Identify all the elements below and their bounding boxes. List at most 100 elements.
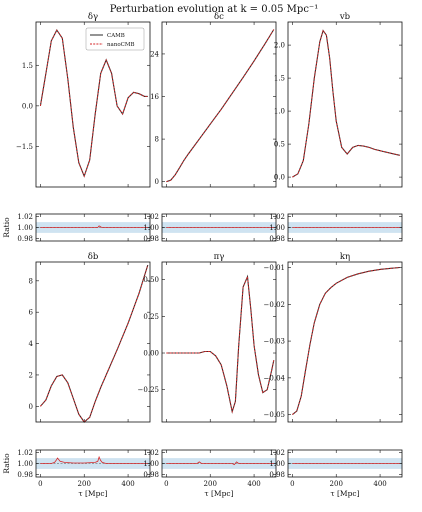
series-line-camb xyxy=(39,29,148,178)
series-line-nanocmb xyxy=(292,267,400,415)
panel-0: −1.5 0.0 1.5 δγ CAMB nanoCMB xyxy=(16,12,151,188)
x-tick-label: 200 xyxy=(78,480,91,488)
series-line-camb xyxy=(166,274,275,414)
y-tick-label: 1.02 xyxy=(17,213,33,221)
y-tick-label: 16 xyxy=(150,93,159,101)
y-tick-label: 1.02 xyxy=(269,213,285,221)
y-tick-label: −0.25 xyxy=(138,386,159,394)
panel-frame xyxy=(161,21,277,188)
panel-frame xyxy=(161,213,277,242)
legend-entry: CAMB xyxy=(107,33,125,39)
y-tick-label: −0.05 xyxy=(264,411,285,419)
panel-frame xyxy=(35,213,151,242)
x-axis-label: τ [Mpc] xyxy=(330,489,359,498)
panel-title: δc xyxy=(214,12,224,22)
y-tick-label: 0.0 xyxy=(22,102,33,110)
y-tick-label: 1.00 xyxy=(269,224,285,232)
panel-8: 0.98 1.00 1.02 xyxy=(269,213,403,243)
panel-frame xyxy=(35,261,151,423)
y-tick-label: 4 xyxy=(29,340,34,348)
y-tick-label: 8 xyxy=(29,277,33,285)
series-line-nanocmb xyxy=(166,29,275,183)
y-tick-label: 0.98 xyxy=(143,471,159,479)
panel-6: 0.98 1.00 1.02 Ratio xyxy=(2,213,151,243)
y-tick-label: −0.02 xyxy=(264,301,285,309)
y-tick-label: 1.02 xyxy=(143,449,159,457)
series-line-camb xyxy=(292,29,400,178)
y-tick-label: 1.00 xyxy=(269,460,285,468)
series-line-nanocmb xyxy=(292,29,400,178)
panel-frame xyxy=(287,213,403,242)
panel-frame xyxy=(287,261,403,423)
y-tick-label: 1.02 xyxy=(17,449,33,457)
panel-title: πγ xyxy=(214,252,225,262)
y-tick-label: 0.98 xyxy=(17,471,33,479)
panel-frame xyxy=(35,21,151,188)
y-tick-label: 0.25 xyxy=(143,313,159,321)
y-tick-label: −1.5 xyxy=(16,143,33,151)
series-line-camb xyxy=(39,264,149,423)
ratio-line xyxy=(40,455,148,464)
y-tick-label: 1.5 xyxy=(274,75,285,83)
panel-frame xyxy=(161,449,277,478)
series-line-camb xyxy=(292,266,400,416)
y-tick-label: 0 xyxy=(29,403,33,411)
y-tick-label: 1.5 xyxy=(22,62,33,70)
y-tick-label: 1.00 xyxy=(17,224,33,232)
series-line-nanocmb xyxy=(40,264,149,423)
y-tick-label: −0.04 xyxy=(264,374,286,382)
panel-5: −0.05 −0.04 −0.03 −0.02 −0.01 kη xyxy=(264,252,403,423)
y-tick-label: 0.50 xyxy=(143,276,159,284)
ratio-axis-label: Ratio xyxy=(2,453,11,474)
x-tick-label: 200 xyxy=(330,480,343,488)
panels-layer: −1.5 0.0 1.5 δγ CAMB nanoCMB 0 8 16 24 δc 0.0 0.5 1.0… xyxy=(2,12,403,498)
y-tick-label: 0.98 xyxy=(17,235,33,243)
y-tick-label: 0.98 xyxy=(143,235,159,243)
x-tick-label: 0 xyxy=(290,480,294,488)
panel-frame xyxy=(161,261,277,423)
y-tick-label: 1.02 xyxy=(143,213,159,221)
x-tick-label: 400 xyxy=(121,480,134,488)
panel-title: δγ xyxy=(88,12,98,22)
panel-frame xyxy=(287,449,403,478)
y-tick-label: 0.98 xyxy=(269,235,285,243)
panel-1: 0 8 16 24 δc xyxy=(150,12,277,188)
y-tick-label: −0.03 xyxy=(264,338,285,346)
legend: CAMB nanoCMB xyxy=(85,27,145,51)
panel-10: 0.98 1.00 1.02 0 200 400 τ [Mpc] xyxy=(143,449,277,498)
y-tick-label: 1.02 xyxy=(269,449,285,457)
panel-title: kη xyxy=(340,252,350,262)
y-tick-label: 2.0 xyxy=(274,42,285,50)
ratio-axis-label: Ratio xyxy=(2,217,11,238)
x-tick-label: 200 xyxy=(204,480,217,488)
y-tick-label: 0.5 xyxy=(274,141,285,149)
y-tick-label: 0.00 xyxy=(143,350,159,358)
y-tick-label: 0.0 xyxy=(274,174,285,182)
legend-entry: nanoCMB xyxy=(107,42,135,48)
y-tick-label: 24 xyxy=(150,50,159,58)
series-line-camb xyxy=(166,29,275,183)
series-line-nanocmb xyxy=(166,274,275,414)
y-tick-label: 1.00 xyxy=(143,460,159,468)
y-tick-label: 6 xyxy=(29,309,34,317)
panel-3: 0 2 4 6 8 δb xyxy=(29,252,151,423)
y-tick-label: 8 xyxy=(155,136,159,144)
x-tick-label: 0 xyxy=(38,480,42,488)
panel-7: 0.98 1.00 1.02 xyxy=(143,213,277,243)
panel-frame xyxy=(35,449,151,478)
figure-title: Perturbation evolution at k = 0.05 Mpc⁻¹ xyxy=(110,4,318,15)
panel-9: 0.98 1.00 1.02 0 200 400 Ratio τ [Mpc] xyxy=(2,449,151,498)
panel-title: δb xyxy=(88,252,99,262)
panel-11: 0.98 1.00 1.02 0 200 400 τ [Mpc] xyxy=(269,449,403,498)
panel-title: vb xyxy=(339,12,351,22)
series-line-nanocmb xyxy=(39,29,148,178)
y-tick-label: 0 xyxy=(155,178,159,186)
y-tick-label: 0.98 xyxy=(269,471,285,479)
x-tick-label: 400 xyxy=(247,480,260,488)
panel-2: 0.0 0.5 1.0 1.5 2.0 vb xyxy=(274,12,403,188)
y-tick-label: 1.00 xyxy=(143,224,159,232)
y-tick-label: −0.01 xyxy=(264,264,285,272)
panel-4: −0.25 0.00 0.25 0.50 πγ xyxy=(138,252,277,423)
y-tick-label: 1.0 xyxy=(274,108,285,116)
